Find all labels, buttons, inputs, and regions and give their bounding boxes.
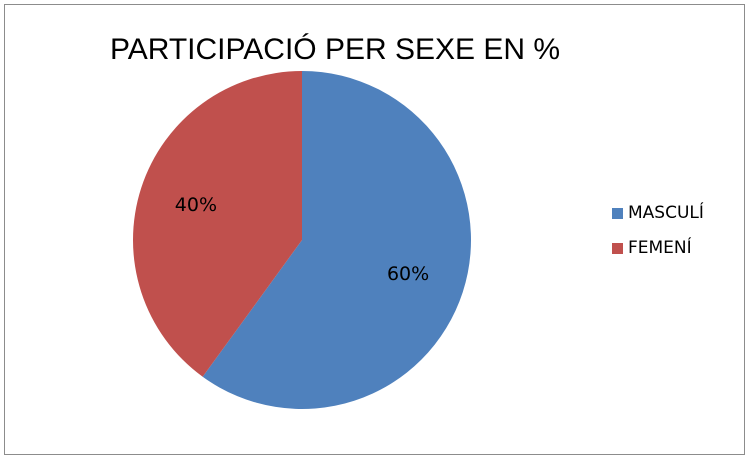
pie-slice-1 — [132, 71, 302, 377]
pie-slice-labels: 60% 40% — [175, 194, 429, 285]
legend-item-masculi: MASCULÍ — [612, 200, 704, 226]
chart-title: PARTICIPACIÓ PER SEXE EN % — [109, 33, 561, 66]
legend-label-masculi: MASCULÍ — [628, 203, 704, 223]
legend: MASCULÍ FEMENÍ — [612, 200, 704, 270]
pie-slice-label-0: 60% — [387, 263, 429, 285]
legend-label-femeni: FEMENÍ — [628, 238, 692, 258]
legend-swatch-masculi — [612, 207, 623, 219]
pie-slice-label-1: 40% — [175, 194, 217, 216]
legend-swatch-femeni — [612, 242, 623, 254]
legend-item-femeni: FEMENÍ — [612, 235, 704, 261]
pie-slices — [132, 71, 471, 409]
pie-slice-0 — [202, 71, 471, 409]
